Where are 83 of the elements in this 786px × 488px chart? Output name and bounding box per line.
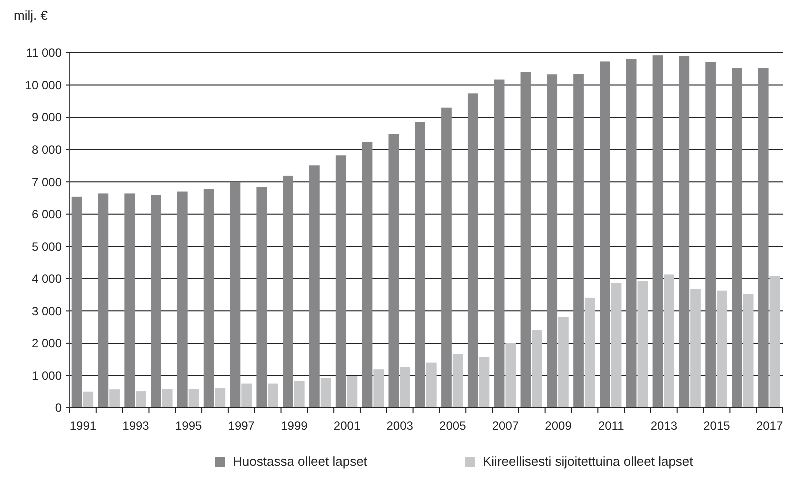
- bar: [626, 59, 637, 408]
- bar: [679, 56, 690, 408]
- bar: [188, 389, 200, 408]
- bar: [242, 384, 252, 408]
- bar: [638, 281, 648, 408]
- bar: [732, 68, 742, 408]
- bar: [664, 274, 675, 408]
- bar: [574, 74, 584, 408]
- bar: [320, 378, 332, 408]
- bar: [743, 294, 754, 408]
- bar: [230, 182, 241, 408]
- bar: [268, 384, 278, 408]
- bar: [690, 289, 701, 408]
- bar: [547, 74, 558, 408]
- x-tick-label: 1995: [175, 419, 203, 433]
- bar: [415, 122, 426, 408]
- y-tick-label: 3 000: [32, 304, 62, 318]
- x-tick-label: 2007: [492, 419, 520, 433]
- x-tick-label: 2011: [598, 419, 625, 433]
- bar: [283, 176, 294, 408]
- x-tick-label: 2005: [440, 419, 467, 433]
- bar: [215, 388, 226, 408]
- x-tick-label: 2017: [756, 419, 784, 433]
- y-axis-title: milj. €: [14, 8, 49, 23]
- bar: [494, 80, 505, 408]
- bar: [388, 134, 400, 408]
- y-tick-label: 10 000: [25, 78, 62, 92]
- bar: [442, 108, 452, 408]
- y-tick-label: 2 000: [32, 336, 62, 351]
- bar: [770, 276, 780, 408]
- y-tick-label: 8 000: [32, 143, 62, 158]
- legend-label: Kiireellisesti sijoitettuina olleet lapset: [483, 454, 694, 469]
- legend-label: Huostassa olleet lapset: [233, 454, 368, 469]
- bar: [758, 68, 769, 408]
- bar: [400, 367, 410, 408]
- bar: [600, 62, 610, 408]
- bar: [336, 156, 346, 408]
- y-tick-label: 1 000: [32, 368, 62, 383]
- bar: [558, 316, 569, 408]
- bar: [506, 343, 516, 408]
- bar: [468, 94, 478, 408]
- x-tick-label: 2013: [650, 419, 678, 433]
- bar: [83, 392, 94, 408]
- bar: [151, 195, 162, 408]
- bar: [347, 376, 358, 408]
- x-tick-label: 1999: [281, 419, 308, 433]
- y-tick-label: 0: [55, 401, 62, 416]
- bar: [72, 196, 82, 408]
- x-tick-label: 2003: [386, 419, 414, 433]
- bar: [136, 392, 146, 408]
- y-tick-label: 6 000: [32, 208, 62, 222]
- bar: [310, 166, 320, 408]
- y-tick-label: 9 000: [32, 110, 62, 125]
- bar: [177, 192, 188, 408]
- bar: [706, 62, 716, 408]
- bar: [611, 283, 622, 408]
- y-tick-label: 4 000: [32, 272, 62, 286]
- bar: [520, 72, 532, 408]
- bar: [584, 298, 596, 408]
- bar: [204, 190, 214, 408]
- bar: [652, 56, 664, 408]
- y-tick-label: 11 000: [26, 46, 62, 60]
- bar: [479, 357, 490, 408]
- x-tick-label: 2009: [545, 419, 572, 433]
- bar: [362, 142, 373, 408]
- x-tick-label: 2001: [334, 419, 361, 433]
- bar: [98, 194, 109, 408]
- x-tick-label: 1991: [70, 419, 97, 433]
- bar: [452, 354, 464, 408]
- bar: [294, 381, 305, 408]
- bar: [124, 194, 136, 408]
- bar: [374, 370, 384, 408]
- bar: [110, 390, 120, 408]
- x-tick-label: 2015: [704, 419, 731, 433]
- x-tick-label: 1993: [122, 419, 150, 433]
- bar: [532, 330, 542, 408]
- bar: [426, 362, 437, 408]
- y-tick-label: 7 000: [32, 175, 62, 190]
- x-tick-label: 1997: [228, 419, 256, 433]
- y-tick-label: 5 000: [32, 240, 62, 254]
- bar: [256, 187, 268, 408]
- bar: [716, 290, 728, 408]
- bar: [162, 389, 173, 408]
